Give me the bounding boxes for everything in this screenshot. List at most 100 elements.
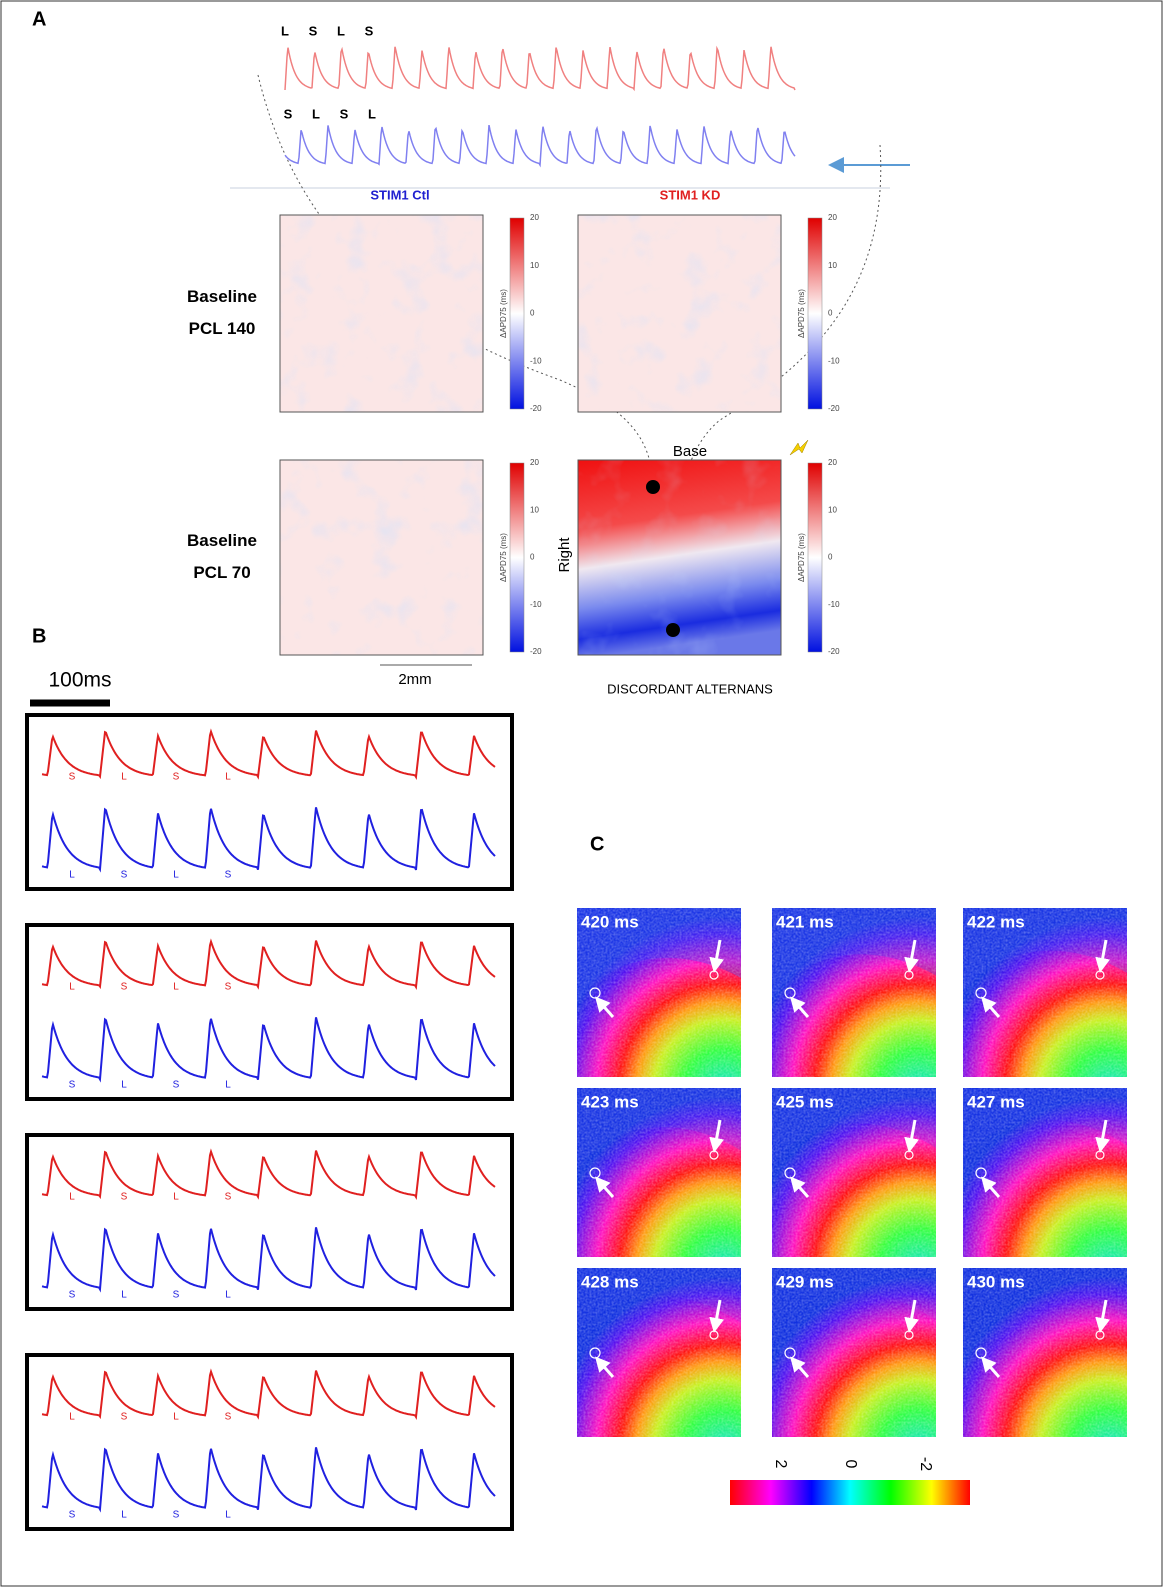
heat-map-texture bbox=[280, 215, 483, 412]
pointer-arrow bbox=[709, 939, 725, 973]
phase-singularity bbox=[975, 1167, 987, 1179]
trace bbox=[284, 124, 796, 168]
trace-label: L bbox=[173, 870, 179, 881]
phase-singularity bbox=[784, 987, 796, 999]
trace-label: L bbox=[69, 1412, 75, 1423]
trace-label: S bbox=[284, 106, 293, 121]
phase-singularity bbox=[784, 1347, 796, 1359]
trace-label: S bbox=[173, 1510, 180, 1521]
trace bbox=[41, 938, 496, 990]
colorbar-tick: 0 bbox=[530, 309, 535, 318]
trace-label: L bbox=[69, 982, 75, 993]
colorbar-tick: 2 bbox=[772, 1460, 789, 1469]
pointer-arrow bbox=[904, 939, 920, 973]
trace-label: L bbox=[281, 23, 289, 38]
trace-label: S bbox=[69, 772, 76, 783]
colorbar-tick: 10 bbox=[828, 261, 837, 270]
trace-label: L bbox=[121, 1290, 127, 1301]
row-title: PCL 70 bbox=[193, 563, 250, 582]
pointer-arrow bbox=[595, 996, 615, 1018]
colorbar-tick: 0 bbox=[530, 553, 535, 562]
frame-time: 430 ms bbox=[967, 1272, 1025, 1291]
colorbar-tick: 20 bbox=[530, 213, 539, 222]
colorbar-tick: -10 bbox=[828, 600, 840, 609]
phase-singularity bbox=[589, 987, 601, 999]
colorbar bbox=[730, 1480, 970, 1505]
trace-label: L bbox=[69, 870, 75, 881]
trace bbox=[41, 1227, 496, 1293]
trace-label: L bbox=[225, 1290, 231, 1301]
pointer-arrow bbox=[709, 1119, 725, 1153]
column-title: STIM1 KD bbox=[660, 187, 721, 202]
colorbar-label: ΔAPD75 (ms) bbox=[797, 289, 806, 338]
phase-map-texture bbox=[577, 908, 741, 1077]
colorbar-label: ΔAPD75 (ms) bbox=[499, 533, 508, 582]
trace-label: S bbox=[121, 1192, 128, 1203]
row-title: Baseline bbox=[187, 287, 257, 306]
marker-dot bbox=[666, 623, 680, 637]
phase-map-texture bbox=[772, 1088, 936, 1257]
heat-map-texture bbox=[280, 460, 483, 655]
scale-label: 2mm bbox=[398, 671, 431, 688]
trace-box bbox=[25, 1353, 514, 1531]
panel-label: A bbox=[32, 8, 46, 30]
row-title: Baseline bbox=[187, 531, 257, 550]
trace-label: S bbox=[69, 1510, 76, 1521]
heat-map-border bbox=[577, 214, 782, 413]
trace-label: L bbox=[121, 772, 127, 783]
trace-label: S bbox=[173, 1290, 180, 1301]
trace-label: S bbox=[365, 23, 374, 38]
colorbar-tick: 10 bbox=[828, 505, 837, 514]
pointer-arrow bbox=[981, 996, 1001, 1018]
phase-singularity bbox=[589, 1347, 601, 1359]
heat-map-border bbox=[577, 459, 782, 656]
colorbar-tick: 20 bbox=[828, 458, 837, 467]
trace-label: S bbox=[309, 23, 318, 38]
scale-label: 100ms bbox=[48, 669, 111, 692]
colorbar-label: ΔAPD75 (ms) bbox=[797, 533, 806, 582]
pointer-arrow bbox=[790, 996, 810, 1018]
frame-time: 429 ms bbox=[776, 1272, 834, 1291]
phase-map-texture bbox=[772, 1268, 936, 1437]
pointer-arrow bbox=[904, 1299, 920, 1333]
phase-singularity bbox=[975, 1347, 987, 1359]
pointer-arrow bbox=[981, 1356, 1001, 1378]
colorbar-tick: -20 bbox=[530, 404, 542, 413]
phase-map-texture bbox=[963, 1268, 1127, 1437]
trace-label: S bbox=[225, 1412, 232, 1423]
phase-map-texture bbox=[963, 1088, 1127, 1257]
frame-time: 425 ms bbox=[776, 1092, 834, 1111]
caption: DISCORDANT ALTERNANS bbox=[607, 681, 773, 696]
colorbar-tick: 10 bbox=[530, 505, 539, 514]
trace-label: L bbox=[121, 1080, 127, 1091]
trace bbox=[41, 1017, 496, 1083]
colorbar bbox=[509, 462, 525, 653]
trace-label: L bbox=[69, 1192, 75, 1203]
orientation-label: Base bbox=[673, 443, 707, 460]
heat-map-texture bbox=[578, 460, 781, 655]
column-title: STIM1 Ctl bbox=[370, 187, 429, 202]
panel-label: B bbox=[32, 625, 46, 647]
phase-singularity bbox=[975, 987, 987, 999]
heat-map-border bbox=[279, 459, 484, 656]
trace-label: S bbox=[121, 982, 128, 993]
pointer-arrow bbox=[790, 1356, 810, 1378]
trace bbox=[284, 45, 796, 92]
colorbar-label: ΔAPD75 (ms) bbox=[499, 289, 508, 338]
colorbar-tick: -20 bbox=[530, 647, 542, 656]
phase-map-texture bbox=[577, 1088, 741, 1257]
trace-label: S bbox=[225, 870, 232, 881]
phase-singularity bbox=[589, 1167, 601, 1179]
trace bbox=[41, 1368, 496, 1420]
heat-map-texture bbox=[578, 215, 781, 412]
colorbar-tick: 0 bbox=[842, 1460, 859, 1469]
colorbar-tick: 10 bbox=[530, 261, 539, 270]
trace bbox=[41, 1148, 496, 1200]
colorbar-tick: -20 bbox=[828, 647, 840, 656]
trace-label: S bbox=[173, 1080, 180, 1091]
frame-time: 427 ms bbox=[967, 1092, 1025, 1111]
trace-label: L bbox=[312, 106, 320, 121]
pointer-arrow bbox=[709, 1299, 725, 1333]
trace-label: S bbox=[225, 982, 232, 993]
